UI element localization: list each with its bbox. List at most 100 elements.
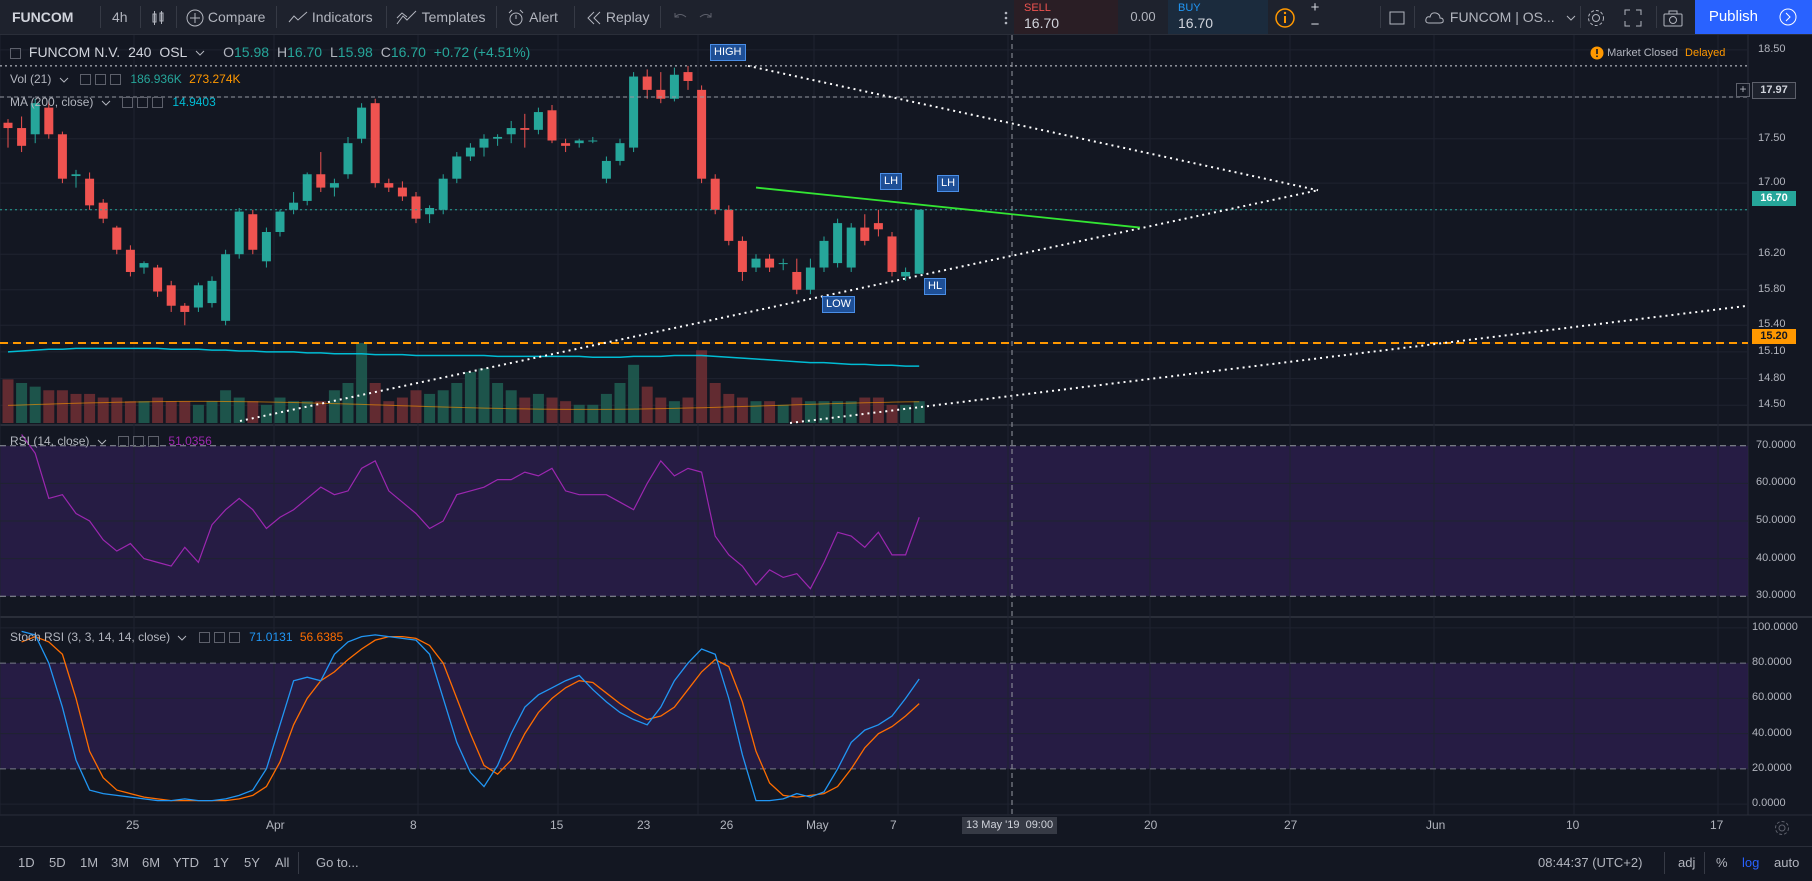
ma-200-line xyxy=(7,347,920,367)
volume-bar xyxy=(723,393,735,423)
fullscreen-toggle[interactable] xyxy=(1388,0,1408,34)
alert-button[interactable]: Alert xyxy=(506,0,558,34)
time-axis-label: 20 xyxy=(1144,818,1158,832)
range-button-1m[interactable]: 1M xyxy=(80,855,99,870)
templates-button[interactable]: Templates xyxy=(396,0,485,34)
stoch-scale-label: 40.0000 xyxy=(1752,726,1792,739)
collapse-icon[interactable] xyxy=(10,47,21,59)
close-icon[interactable] xyxy=(228,632,240,644)
legend-timeframe: 240 xyxy=(128,44,152,60)
alarm-clock-icon xyxy=(508,9,524,26)
undo-button[interactable] xyxy=(672,0,688,34)
sell-button[interactable]: SELL 16.70 xyxy=(1014,0,1118,34)
market-closed-text: Market Closed xyxy=(1607,46,1678,59)
candle xyxy=(57,131,67,184)
visibility-icon[interactable] xyxy=(95,74,107,86)
snapshot-button[interactable] xyxy=(1662,0,1686,34)
layout-selector[interactable]: FUNCOM | OS... xyxy=(1424,0,1577,34)
range-button-1y[interactable]: 1Y xyxy=(213,855,229,870)
compare-button[interactable]: Compare xyxy=(186,0,265,34)
separator xyxy=(276,6,277,28)
separator xyxy=(100,6,101,28)
high-annotation[interactable]: HIGH xyxy=(710,44,746,61)
range-button-5y[interactable]: 5Y xyxy=(244,855,260,870)
buy-price: 16.70 xyxy=(1178,15,1214,31)
auto-toggle[interactable]: auto xyxy=(1774,855,1800,870)
close-icon[interactable] xyxy=(152,97,164,109)
volume-bar xyxy=(274,397,286,423)
range-button-1d[interactable]: 1D xyxy=(18,855,35,870)
candle xyxy=(329,178,339,197)
stoch-scale-label: 20.0000 xyxy=(1752,761,1792,774)
settings-icon[interactable] xyxy=(122,97,134,109)
delayed-text: Delayed xyxy=(1685,46,1726,59)
time-axis-label: 8 xyxy=(410,818,417,832)
percent-toggle[interactable]: % xyxy=(1716,855,1728,870)
publish-button[interactable]: Publish xyxy=(1695,0,1812,34)
candle-body xyxy=(765,258,775,268)
range-button-all[interactable]: All xyxy=(275,855,290,870)
chevron-down-icon[interactable] xyxy=(177,634,187,642)
close-icon[interactable] xyxy=(110,74,122,86)
log-toggle[interactable]: log xyxy=(1742,855,1760,870)
close-icon[interactable] xyxy=(148,436,160,448)
chevron-down-icon[interactable] xyxy=(195,49,205,57)
trade-info-button[interactable] xyxy=(1272,0,1298,34)
stoch-k-value: 71.0131 xyxy=(249,630,293,644)
drag-handle[interactable] xyxy=(1002,0,1014,34)
settings-icon[interactable] xyxy=(118,436,130,448)
chart-style-button[interactable] xyxy=(150,0,166,34)
volume-bar xyxy=(641,386,653,423)
fullscreen-button[interactable] xyxy=(1624,0,1648,34)
range-button-5d[interactable]: 5D xyxy=(49,855,66,870)
plus-circle-icon xyxy=(186,9,204,27)
range-button-6m[interactable]: 6M xyxy=(142,855,161,870)
range-button-ytd[interactable]: YTD xyxy=(173,855,199,870)
buy-button[interactable]: BUY 16.70 xyxy=(1168,0,1268,34)
candle xyxy=(914,209,924,274)
visibility-icon[interactable] xyxy=(133,436,145,448)
buy-label: BUY xyxy=(1178,2,1201,14)
indicators-button[interactable]: Indicators xyxy=(288,0,373,34)
chevron-down-icon[interactable] xyxy=(59,76,69,84)
redo-button[interactable] xyxy=(698,0,714,34)
volume-bar xyxy=(519,397,531,423)
candle xyxy=(479,134,489,157)
symbol-search[interactable]: FUNCOM xyxy=(12,9,74,25)
volume-bar xyxy=(600,393,612,423)
minus-icon[interactable]: − xyxy=(1310,16,1320,33)
settings-icon[interactable] xyxy=(80,74,92,86)
volume-bar xyxy=(152,397,164,423)
chart-area[interactable] xyxy=(0,35,1812,846)
candle-body xyxy=(316,174,326,188)
candle-body xyxy=(629,76,639,148)
chevron-down-icon[interactable] xyxy=(101,99,111,107)
range-button-3m[interactable]: 3M xyxy=(111,855,130,870)
add-alert-icon[interactable]: + xyxy=(1736,83,1750,97)
price-scale-label: 17.00 xyxy=(1758,176,1786,189)
goto-button[interactable]: Go to... xyxy=(316,855,359,870)
camera-icon xyxy=(1663,10,1683,27)
adj-toggle[interactable]: adj xyxy=(1678,855,1696,870)
lh-annotation[interactable]: LH xyxy=(880,173,903,190)
alert-price-tag[interactable]: 17.97 xyxy=(1752,82,1796,99)
time-axis-label: 26 xyxy=(720,818,734,832)
replay-button[interactable]: Replay xyxy=(586,0,649,34)
low-annotation[interactable]: LOW xyxy=(822,296,856,313)
chart-settings-button[interactable] xyxy=(1773,819,1791,840)
volume-bar xyxy=(777,404,789,423)
hl-annotation[interactable]: HL xyxy=(924,278,947,295)
high-label: H xyxy=(276,44,288,60)
chevron-down-icon[interactable] xyxy=(97,438,107,446)
visibility-icon[interactable] xyxy=(137,97,149,109)
settings-button[interactable] xyxy=(1586,0,1610,34)
lh-annotation[interactable]: LH xyxy=(937,175,960,192)
interval-selector[interactable]: 4h xyxy=(112,9,128,25)
open-value: 15.98 xyxy=(234,44,270,60)
settings-icon[interactable] xyxy=(198,632,210,644)
plus-icon[interactable]: + xyxy=(1310,0,1320,16)
visibility-icon[interactable] xyxy=(213,632,225,644)
volume-bar xyxy=(804,401,816,423)
candle-body xyxy=(683,72,693,81)
symbol-legend: FUNCOM N.V. 240 OSL O15.98 H16.70 L15.98… xyxy=(10,44,534,60)
